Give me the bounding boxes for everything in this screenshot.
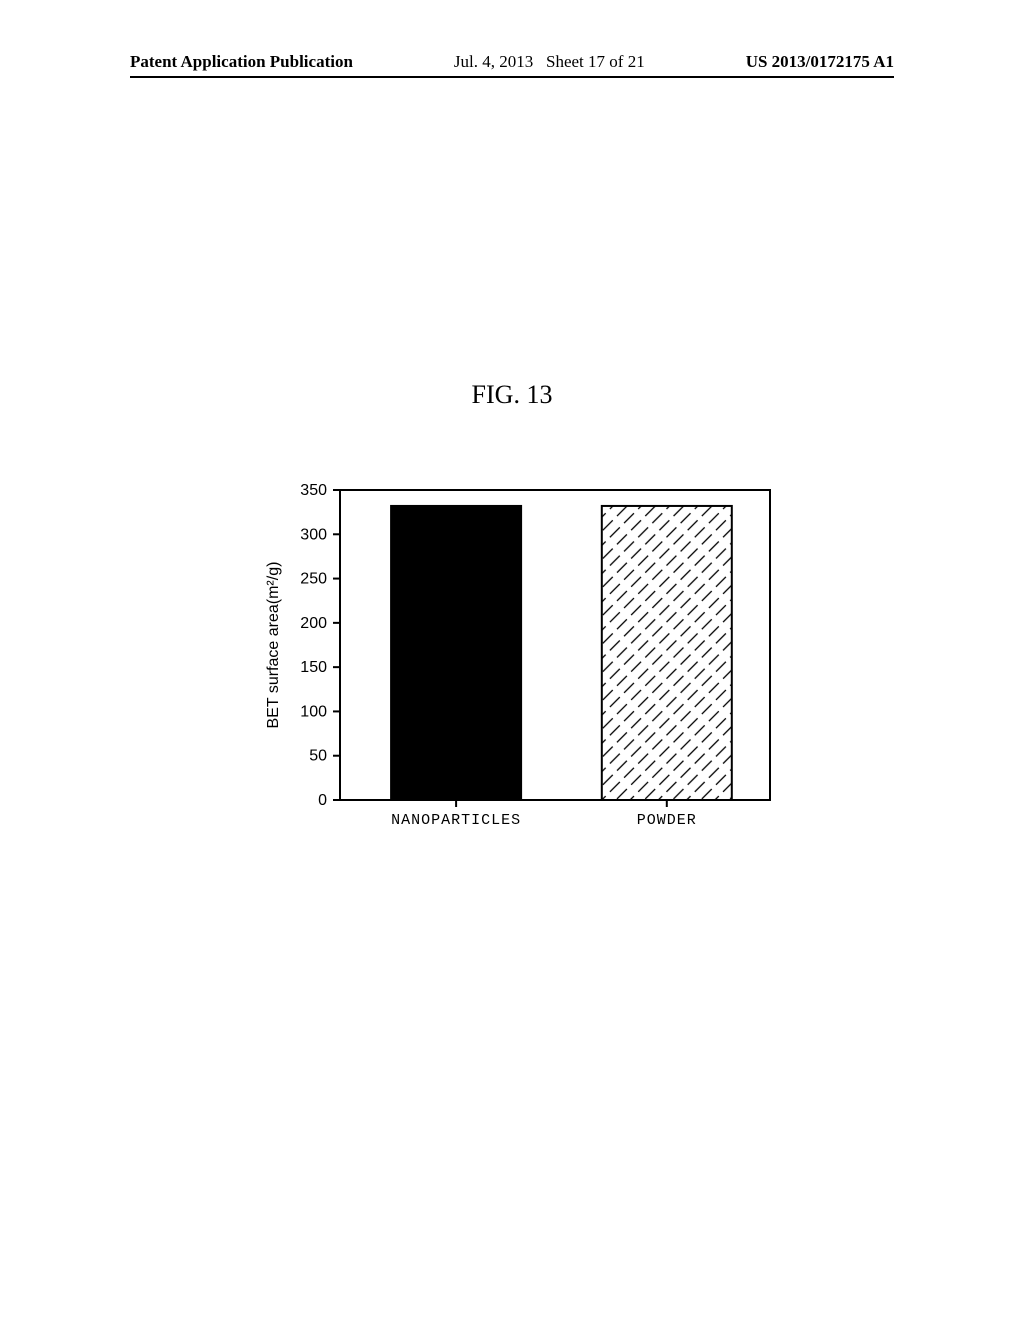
- svg-text:300: 300: [300, 526, 327, 543]
- header-left: Patent Application Publication: [130, 52, 353, 72]
- svg-text:50: 50: [309, 748, 327, 765]
- header-right: US 2013/0172175 A1: [746, 52, 894, 72]
- header-center: Jul. 4, 2013 Sheet 17 of 21: [454, 52, 645, 72]
- svg-text:BET surface area(m²/g): BET surface area(m²/g): [265, 562, 282, 729]
- header-date: Jul. 4, 2013: [454, 52, 533, 71]
- svg-text:250: 250: [300, 571, 327, 588]
- chart-svg: 0 50 100 150 200 250 300 350 BET surface area(m²…: [250, 480, 800, 860]
- header-sheet: Sheet 17 of 21: [546, 52, 645, 71]
- svg-text:100: 100: [300, 703, 327, 720]
- bar-1: [602, 506, 732, 800]
- svg-text:200: 200: [300, 615, 327, 632]
- bar-0: [391, 506, 521, 800]
- figure-title: FIG. 13: [0, 380, 1024, 410]
- svg-text:0: 0: [318, 792, 327, 809]
- svg-text:350: 350: [300, 482, 327, 499]
- svg-text:NANOPARTICLES: NANOPARTICLES: [391, 812, 521, 829]
- page: Patent Application Publication Jul. 4, 2…: [0, 0, 1024, 1320]
- page-header: Patent Application Publication Jul. 4, 2…: [130, 52, 894, 72]
- bet-bar-chart: 0 50 100 150 200 250 300 350 BET surface area(m²…: [250, 480, 800, 860]
- header-rule: [130, 76, 894, 78]
- svg-text:150: 150: [300, 659, 327, 676]
- svg-text:POWDER: POWDER: [637, 812, 697, 829]
